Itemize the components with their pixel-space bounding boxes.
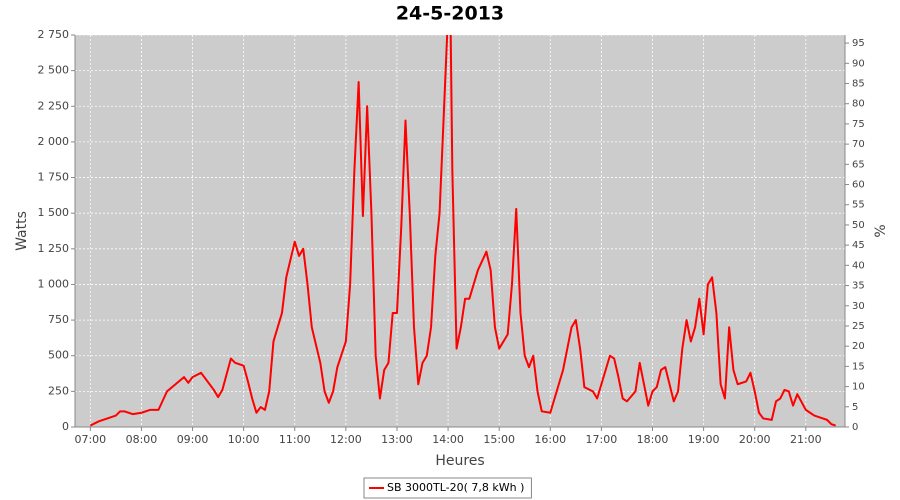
y-tick-label: 250	[48, 384, 69, 397]
y2-tick-label: 5	[852, 402, 858, 413]
x-tick-label: 21:00	[790, 433, 822, 446]
series-line	[89, 35, 836, 427]
y2-tick-label: 50	[852, 220, 865, 231]
y2-tick-label: 25	[852, 321, 865, 332]
x-tick-label: 12:00	[330, 433, 362, 446]
x-tick-label: 18:00	[637, 433, 669, 446]
x-tick-label: 11:00	[279, 433, 311, 446]
x-tick-label: 10:00	[228, 433, 260, 446]
y2-tick-label: 95	[852, 38, 865, 49]
x-tick-label: 09:00	[177, 433, 209, 446]
y-tick-label: 1 750	[38, 171, 70, 184]
y2-tick-label: 40	[852, 260, 865, 271]
legend-box	[363, 477, 532, 499]
legend: SB 3000TL-20( 7,8 kWh )	[363, 477, 532, 499]
y-tick-label: 1 250	[38, 242, 70, 255]
y-tick-label: 0	[62, 420, 69, 433]
x-tick-label: 16:00	[534, 433, 566, 446]
y2-tick-label: 90	[852, 58, 865, 69]
y-tick-label: 750	[48, 313, 69, 326]
y-tick-label: 1 500	[38, 206, 70, 219]
y2-axis-label: %	[873, 224, 889, 237]
x-tick-label: 08:00	[126, 433, 158, 446]
y2-tick-label: 70	[852, 139, 865, 150]
y2-tick-label: 45	[852, 240, 865, 251]
x-tick-label: 13:00	[381, 433, 413, 446]
y2-tick-label: 10	[852, 382, 865, 393]
y2-tick-label: 75	[852, 119, 865, 130]
x-tick-label: 20:00	[739, 433, 771, 446]
y-axis-label: Watts	[14, 211, 30, 251]
y2-tick-label: 65	[852, 159, 865, 170]
x-tick-label: 19:00	[688, 433, 720, 446]
chart-title: 24-5-2013	[396, 3, 504, 25]
x-tick-label: 17:00	[586, 433, 618, 446]
y2-tick-label: 35	[852, 281, 865, 292]
y2-tick-label: 20	[852, 341, 865, 352]
series-group	[89, 35, 836, 427]
y2-tick-label: 30	[852, 301, 865, 312]
x-tick-label: 07:00	[74, 433, 106, 446]
y2-tick-label: 60	[852, 180, 865, 191]
y2-tick-label: 85	[852, 78, 865, 89]
y-tick-label: 2 750	[38, 28, 70, 41]
y2-tick-label: 80	[852, 99, 865, 110]
y-tick-label: 2 000	[38, 135, 70, 148]
x-axis-label: Heures	[435, 453, 484, 469]
legend-text: SB 3000TL-20( 7,8 kWh )	[387, 481, 524, 494]
y-tick-label: 1 000	[38, 277, 70, 290]
y-tick-label: 2 250	[38, 99, 70, 112]
plot-area	[75, 35, 845, 427]
y2-tick-label: 55	[852, 200, 865, 211]
x-tick-label: 15:00	[483, 433, 515, 446]
y2-tick-label: 15	[852, 361, 865, 372]
x-tick-label: 14:00	[432, 433, 464, 446]
y-tick-label: 500	[48, 349, 69, 362]
y2-tick-label: 0	[852, 422, 858, 433]
y-tick-label: 2 500	[38, 64, 70, 77]
